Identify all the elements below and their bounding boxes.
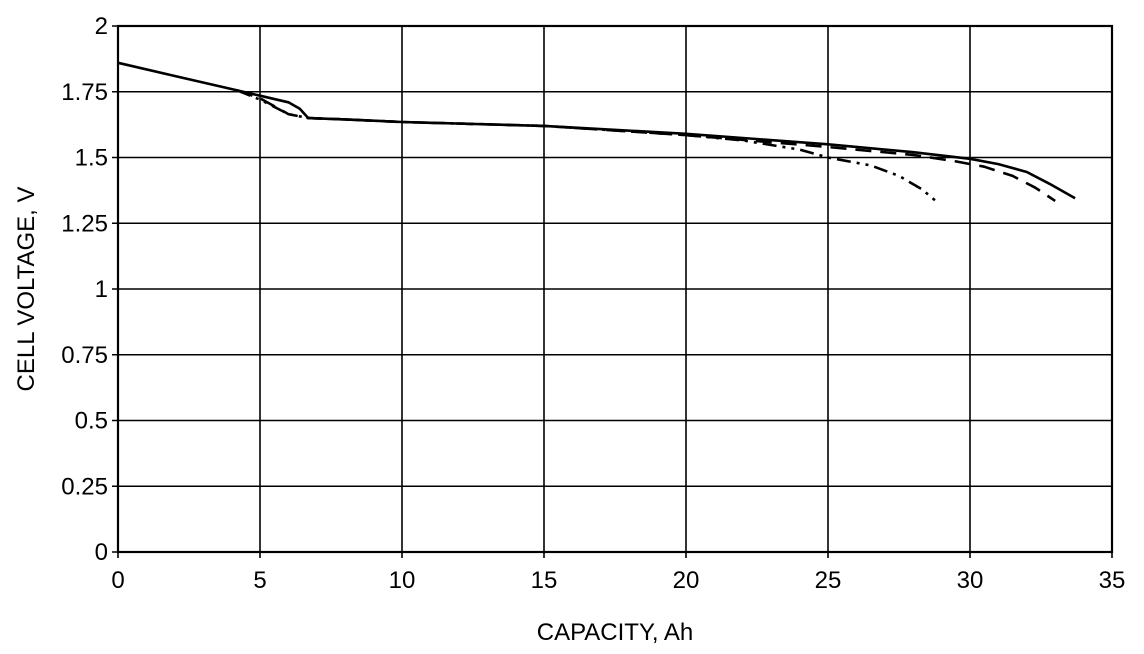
y-tick-0.5: 0.5: [75, 408, 108, 435]
series-2-dashed-line: [237, 90, 1055, 200]
y-tick-0: 0: [95, 539, 108, 566]
y-tick-1.5: 1.5: [75, 145, 108, 172]
grid: [112, 26, 1112, 558]
x-tick-20: 20: [673, 567, 700, 594]
y-tick-1.75: 1.75: [61, 79, 108, 106]
y-tick-1: 1: [95, 276, 108, 303]
x-tick-5: 5: [253, 567, 266, 594]
y-tick-0.25: 0.25: [61, 473, 108, 500]
y-tick-2: 2: [95, 13, 108, 40]
x-tick-25: 25: [815, 567, 842, 594]
x-tick-35: 35: [1099, 567, 1126, 594]
y-axis-title: CELL VOLTAGE, V: [13, 187, 40, 392]
x-tick-10: 10: [389, 567, 416, 594]
y-tick-0.75: 0.75: [61, 342, 108, 369]
y-tick-labels: 0 0.25 0.5 0.75 1 1.25 1.5 1.75 2: [61, 13, 108, 566]
series-layer: [118, 63, 1075, 204]
x-tick-labels: 0 5 10 15 20 25 30 35: [111, 567, 1125, 594]
x-axis-title: CAPACITY, Ah: [537, 619, 694, 646]
x-tick-0: 0: [111, 567, 124, 594]
x-tick-15: 15: [531, 567, 558, 594]
y-tick-1.25: 1.25: [61, 210, 108, 237]
x-tick-30: 30: [957, 567, 984, 594]
